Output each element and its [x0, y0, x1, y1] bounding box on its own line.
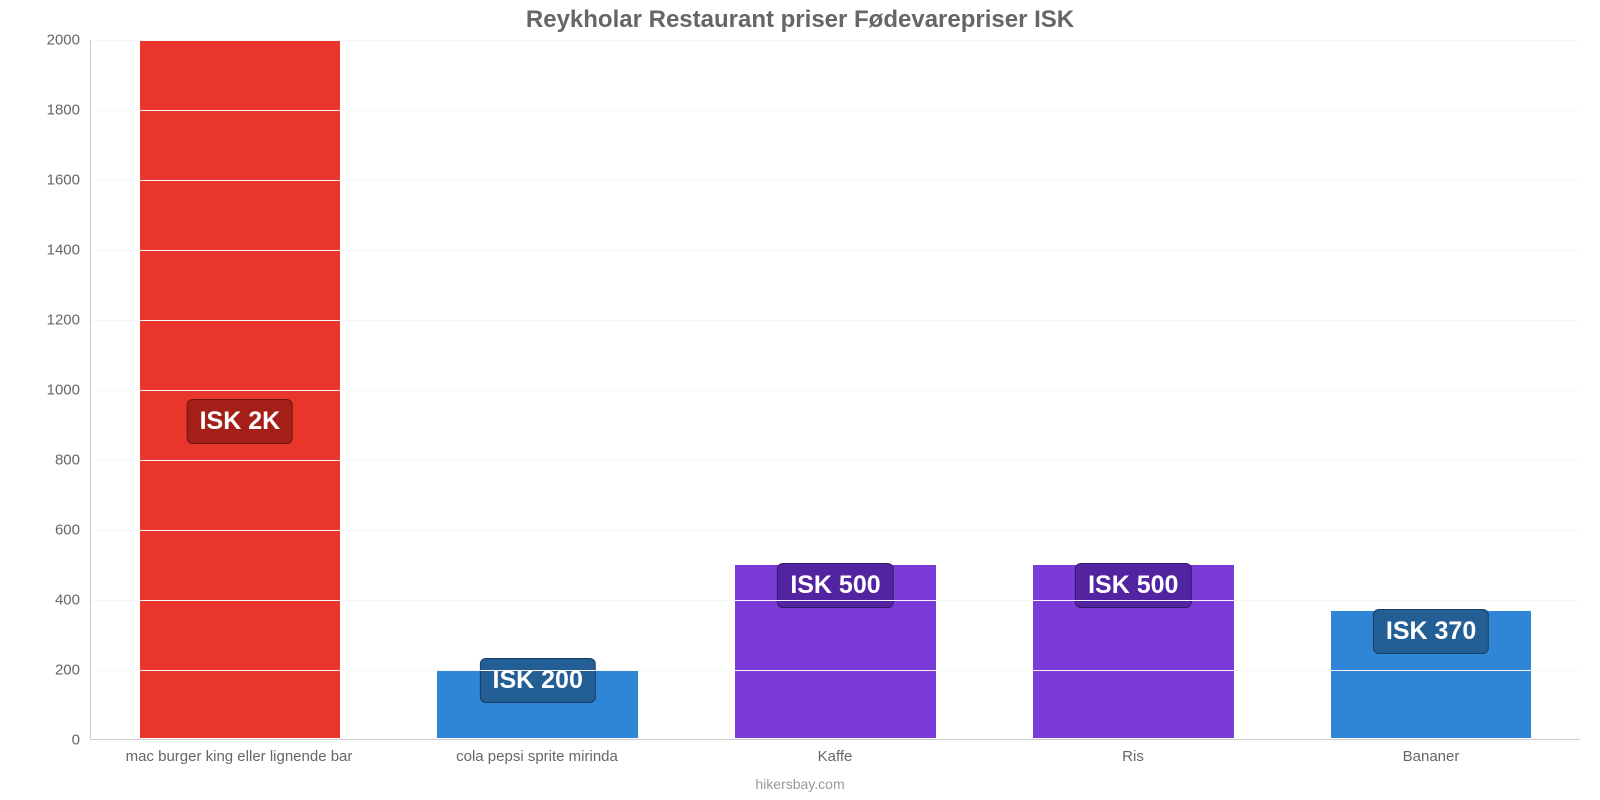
- x-axis-labels: mac burger king eller lignende barcola p…: [90, 748, 1580, 765]
- value-badge: ISK 2K: [187, 399, 294, 444]
- grid-line: [91, 600, 1580, 601]
- value-badge: ISK 500: [777, 563, 893, 608]
- grid-line: [91, 250, 1580, 251]
- y-tick-label: 800: [0, 452, 80, 469]
- grid-line: [91, 320, 1580, 321]
- y-tick-label: 2000: [0, 32, 80, 49]
- bar: ISK 500: [734, 564, 937, 739]
- value-badge: ISK 370: [1373, 609, 1489, 654]
- grid-line: [91, 180, 1580, 181]
- grid-line: [91, 110, 1580, 111]
- grid-line: [91, 670, 1580, 671]
- chart-footer: hikersbay.com: [0, 776, 1600, 792]
- y-tick-label: 600: [0, 522, 80, 539]
- x-axis-label: Kaffe: [686, 748, 984, 765]
- x-axis-label: Ris: [984, 748, 1282, 765]
- chart-title: Reykholar Restaurant priser Fødevarepris…: [0, 6, 1600, 34]
- bar: ISK 2K: [139, 39, 342, 739]
- grid-line: [91, 460, 1580, 461]
- y-tick-label: 1600: [0, 172, 80, 189]
- x-axis-label: mac burger king eller lignende bar: [90, 748, 388, 765]
- y-tick-label: 1800: [0, 102, 80, 119]
- x-axis-label: cola pepsi sprite mirinda: [388, 748, 686, 765]
- y-tick-label: 1000: [0, 382, 80, 399]
- plot-area: ISK 2K ISK 200 ISK 500 ISK 500 ISK 370: [90, 40, 1580, 740]
- grid-line: [91, 40, 1580, 41]
- price-bar-chart: Reykholar Restaurant priser Fødevarepris…: [0, 0, 1600, 800]
- bar: ISK 370: [1330, 610, 1533, 740]
- y-tick-label: 0: [0, 732, 80, 749]
- bar: ISK 500: [1032, 564, 1235, 739]
- y-tick-label: 1400: [0, 242, 80, 259]
- y-tick-label: 1200: [0, 312, 80, 329]
- x-axis-label: Bananer: [1282, 748, 1580, 765]
- bar: ISK 200: [436, 669, 639, 739]
- value-badge: ISK 500: [1075, 563, 1191, 608]
- y-tick-label: 200: [0, 662, 80, 679]
- grid-line: [91, 390, 1580, 391]
- value-badge: ISK 200: [480, 658, 596, 703]
- y-tick-label: 400: [0, 592, 80, 609]
- grid-line: [91, 530, 1580, 531]
